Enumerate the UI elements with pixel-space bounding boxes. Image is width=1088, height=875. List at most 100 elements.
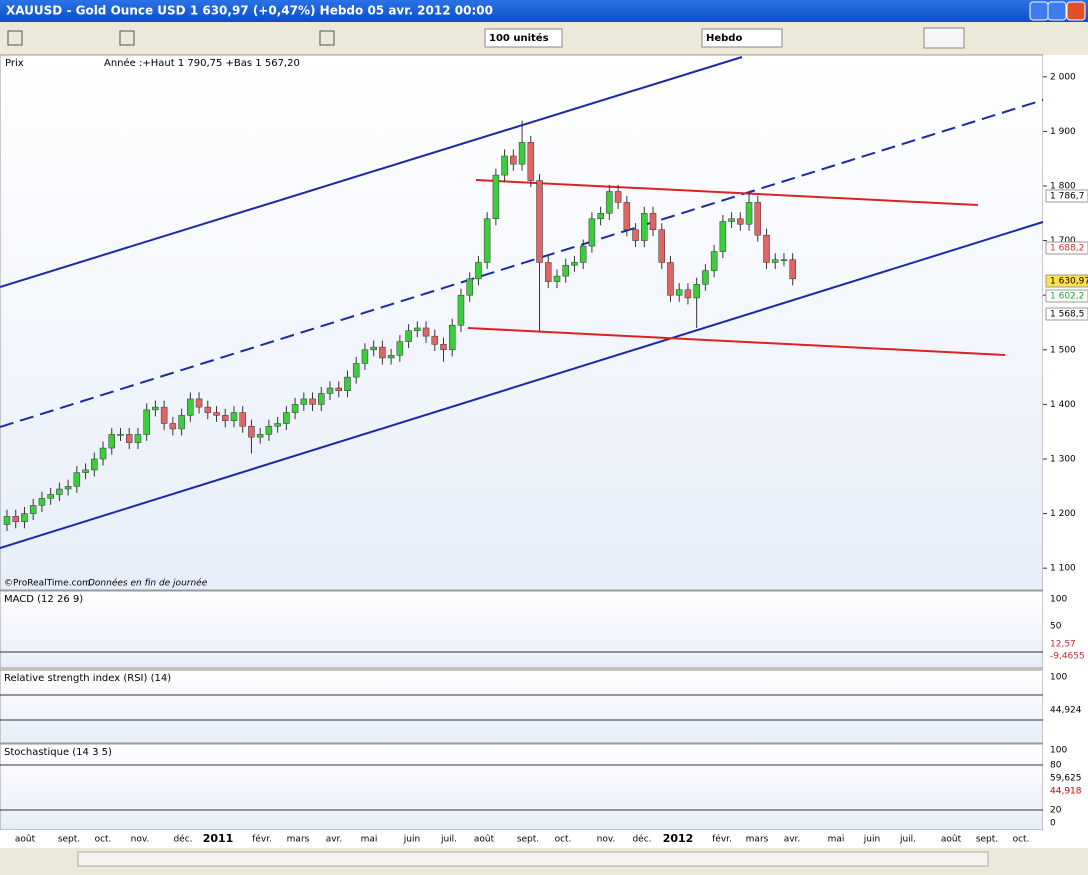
source: ©ProRealTime.com (4, 579, 91, 589)
panel-name: Prix (5, 58, 24, 69)
price-label: 1 688,2 (1050, 244, 1084, 254)
month-label: mai (361, 835, 378, 845)
price-box (1045, 289, 1088, 303)
candle-body (222, 415, 229, 422)
month-label: nov. (131, 835, 150, 845)
candle-body (623, 202, 631, 230)
title-bar (0, 0, 1088, 22)
y-tick-label: 1 900 (1050, 127, 1076, 137)
candle-body (283, 412, 290, 424)
candle-body (274, 423, 281, 427)
candle-body (152, 406, 159, 411)
candle-body (300, 398, 308, 405)
maximize[interactable] (1047, 1, 1067, 21)
month-label: juil. (440, 835, 457, 845)
candle-body (47, 494, 54, 499)
candle-body (3, 516, 11, 525)
candle-body (737, 218, 744, 225)
candle-body (21, 513, 28, 523)
candle-body (492, 174, 500, 220)
price-box (1045, 274, 1088, 288)
candle-body (422, 327, 430, 337)
candle-body (771, 259, 779, 263)
month-label: mars (287, 835, 310, 845)
candle-body (248, 425, 255, 438)
candle-body (457, 294, 465, 326)
candle-body (12, 516, 19, 523)
candle-body (82, 469, 89, 473)
candle-body (73, 472, 81, 487)
y-tick-label: 1 300 (1050, 454, 1076, 464)
candle-body (527, 142, 535, 181)
indicator-value: 12,57 (1050, 640, 1076, 650)
month-label: sept. (58, 835, 80, 845)
candle-body (335, 387, 342, 391)
candle-body (344, 376, 351, 391)
candle-body (702, 270, 709, 285)
candle-body (466, 278, 473, 296)
candle-body (440, 344, 447, 351)
month-label: oct. (555, 835, 572, 845)
candle-body (588, 218, 596, 247)
price-box (1045, 189, 1088, 203)
y-tick-label: 2 000 (1050, 72, 1076, 82)
candle-body (352, 363, 360, 378)
candle-body (361, 349, 369, 364)
price-box (1045, 307, 1088, 321)
candle-body (710, 251, 718, 271)
candle-body (134, 434, 142, 443)
y-tick-label: 1 500 (1050, 345, 1076, 355)
candle-body (213, 412, 220, 416)
indicator-value: 59,625 (1050, 774, 1082, 784)
tools (7, 27, 965, 49)
candle-body (265, 425, 273, 435)
price-label: 1 568,5 (1050, 310, 1084, 320)
period-dropdown[interactable] (701, 28, 783, 48)
candle-body (309, 398, 316, 405)
candle-body (684, 289, 692, 299)
candle-body (187, 398, 194, 416)
month-label: 2011 (203, 832, 234, 845)
panel-annotation: Année :+Haut 1 790,75 +Bas 1 567,20 (104, 57, 300, 69)
note: Données en fin de journée (88, 578, 208, 589)
indicator-name: Stochastique (14 3 5) (4, 747, 112, 758)
indicator-name: Relative strength index (RSI) (14) (4, 673, 171, 684)
candle-body (108, 434, 116, 449)
candle-body (562, 264, 569, 277)
units-dropdown[interactable] (484, 28, 563, 48)
y-tick-label: 1 100 (1050, 564, 1076, 574)
month-label: oct. (1013, 835, 1030, 845)
indicator-axis-label: 0 (1050, 819, 1056, 829)
candle-body (195, 398, 203, 408)
candle-body (518, 142, 526, 165)
candle-body (99, 447, 107, 460)
close[interactable] (1066, 1, 1086, 21)
rsi-panel (0, 669, 1044, 744)
candle-body (789, 259, 796, 280)
candle-body (545, 262, 552, 282)
candle-body (56, 488, 63, 495)
indicator-axis-label: 20 (1050, 806, 1062, 816)
candle-body (614, 191, 622, 203)
candle-body (641, 213, 648, 241)
y-tick-label: 1 400 (1050, 400, 1076, 410)
scrollbar[interactable] (77, 851, 989, 867)
month-label: nov. (597, 835, 616, 845)
candle-body (91, 458, 98, 471)
month-label: août (941, 835, 962, 845)
month-label: sept. (976, 835, 998, 845)
month-label: sept. (517, 835, 539, 845)
candle-body (29, 505, 37, 514)
candle-body (579, 245, 587, 263)
price-panel (0, 54, 1044, 591)
candle-body (239, 412, 246, 427)
stoch-panel (0, 743, 1044, 831)
candle-body (64, 486, 72, 490)
candle-body (318, 393, 325, 405)
minimize[interactable] (1029, 1, 1049, 21)
candle-body (125, 434, 133, 443)
candle-body (597, 213, 604, 220)
candle-body (117, 434, 124, 436)
month-label: juin (863, 835, 880, 845)
